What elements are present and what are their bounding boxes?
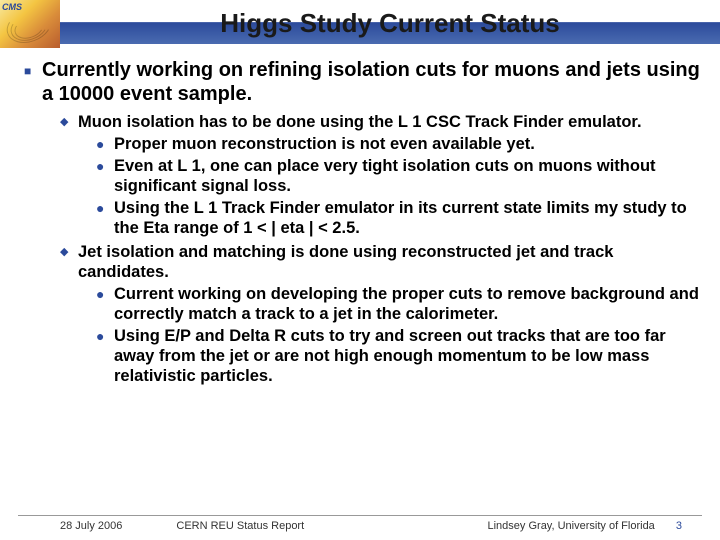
footer-author: Lindsey Gray, University of Florida 3 [488,520,683,532]
bullet-lvl3: ● Even at L 1, one can place very tight … [96,156,700,196]
dot-bullet-icon: ● [96,284,114,324]
slide-header: CMS Higgs Study Current Status [0,0,720,48]
lvl3-text: Using the L 1 Track Finder emulator in i… [114,198,700,238]
dot-bullet-icon: ● [96,134,114,154]
lvl2-text: Muon isolation has to be done using the … [78,112,642,132]
diamond-bullet-icon: ◆ [60,242,78,282]
title-bar: Higgs Study Current Status [60,4,720,44]
footer-date: 28 July 2006 [60,520,122,532]
slide-title: Higgs Study Current Status [220,8,559,39]
footer-center: CERN REU Status Report [122,520,487,532]
bullet-lvl1: ■ Currently working on refining isolatio… [24,58,700,106]
lvl3-text: Current working on developing the proper… [114,284,700,324]
lvl1-text: Currently working on refining isolation … [42,58,700,106]
bullet-lvl2: ◆ Muon isolation has to be done using th… [60,112,700,132]
bullet-lvl3: ● Current working on developing the prop… [96,284,700,324]
slide-content: ■ Currently working on refining isolatio… [0,48,720,386]
cms-logo: CMS [0,0,60,48]
footer-author-text: Lindsey Gray, University of Florida [488,520,655,532]
bullet-lvl3: ● Using the L 1 Track Finder emulator in… [96,198,700,238]
lvl3-text: Proper muon reconstruction is not even a… [114,134,535,154]
lvl3-text: Even at L 1, one can place very tight is… [114,156,700,196]
dot-bullet-icon: ● [96,326,114,386]
bullet-lvl3: ● Using E/P and Delta R cuts to try and … [96,326,700,386]
bullet-lvl2: ◆ Jet isolation and matching is done usi… [60,242,700,282]
lvl2-text: Jet isolation and matching is done using… [78,242,700,282]
dot-bullet-icon: ● [96,156,114,196]
cms-logo-text: CMS [2,2,22,12]
page-number: 3 [676,520,682,532]
lvl3-text: Using E/P and Delta R cuts to try and sc… [114,326,700,386]
slide-footer: 28 July 2006 CERN REU Status Report Lind… [18,515,702,532]
square-bullet-icon: ■ [24,58,42,106]
diamond-bullet-icon: ◆ [60,112,78,132]
bullet-lvl3: ● Proper muon reconstruction is not even… [96,134,700,154]
dot-bullet-icon: ● [96,198,114,238]
